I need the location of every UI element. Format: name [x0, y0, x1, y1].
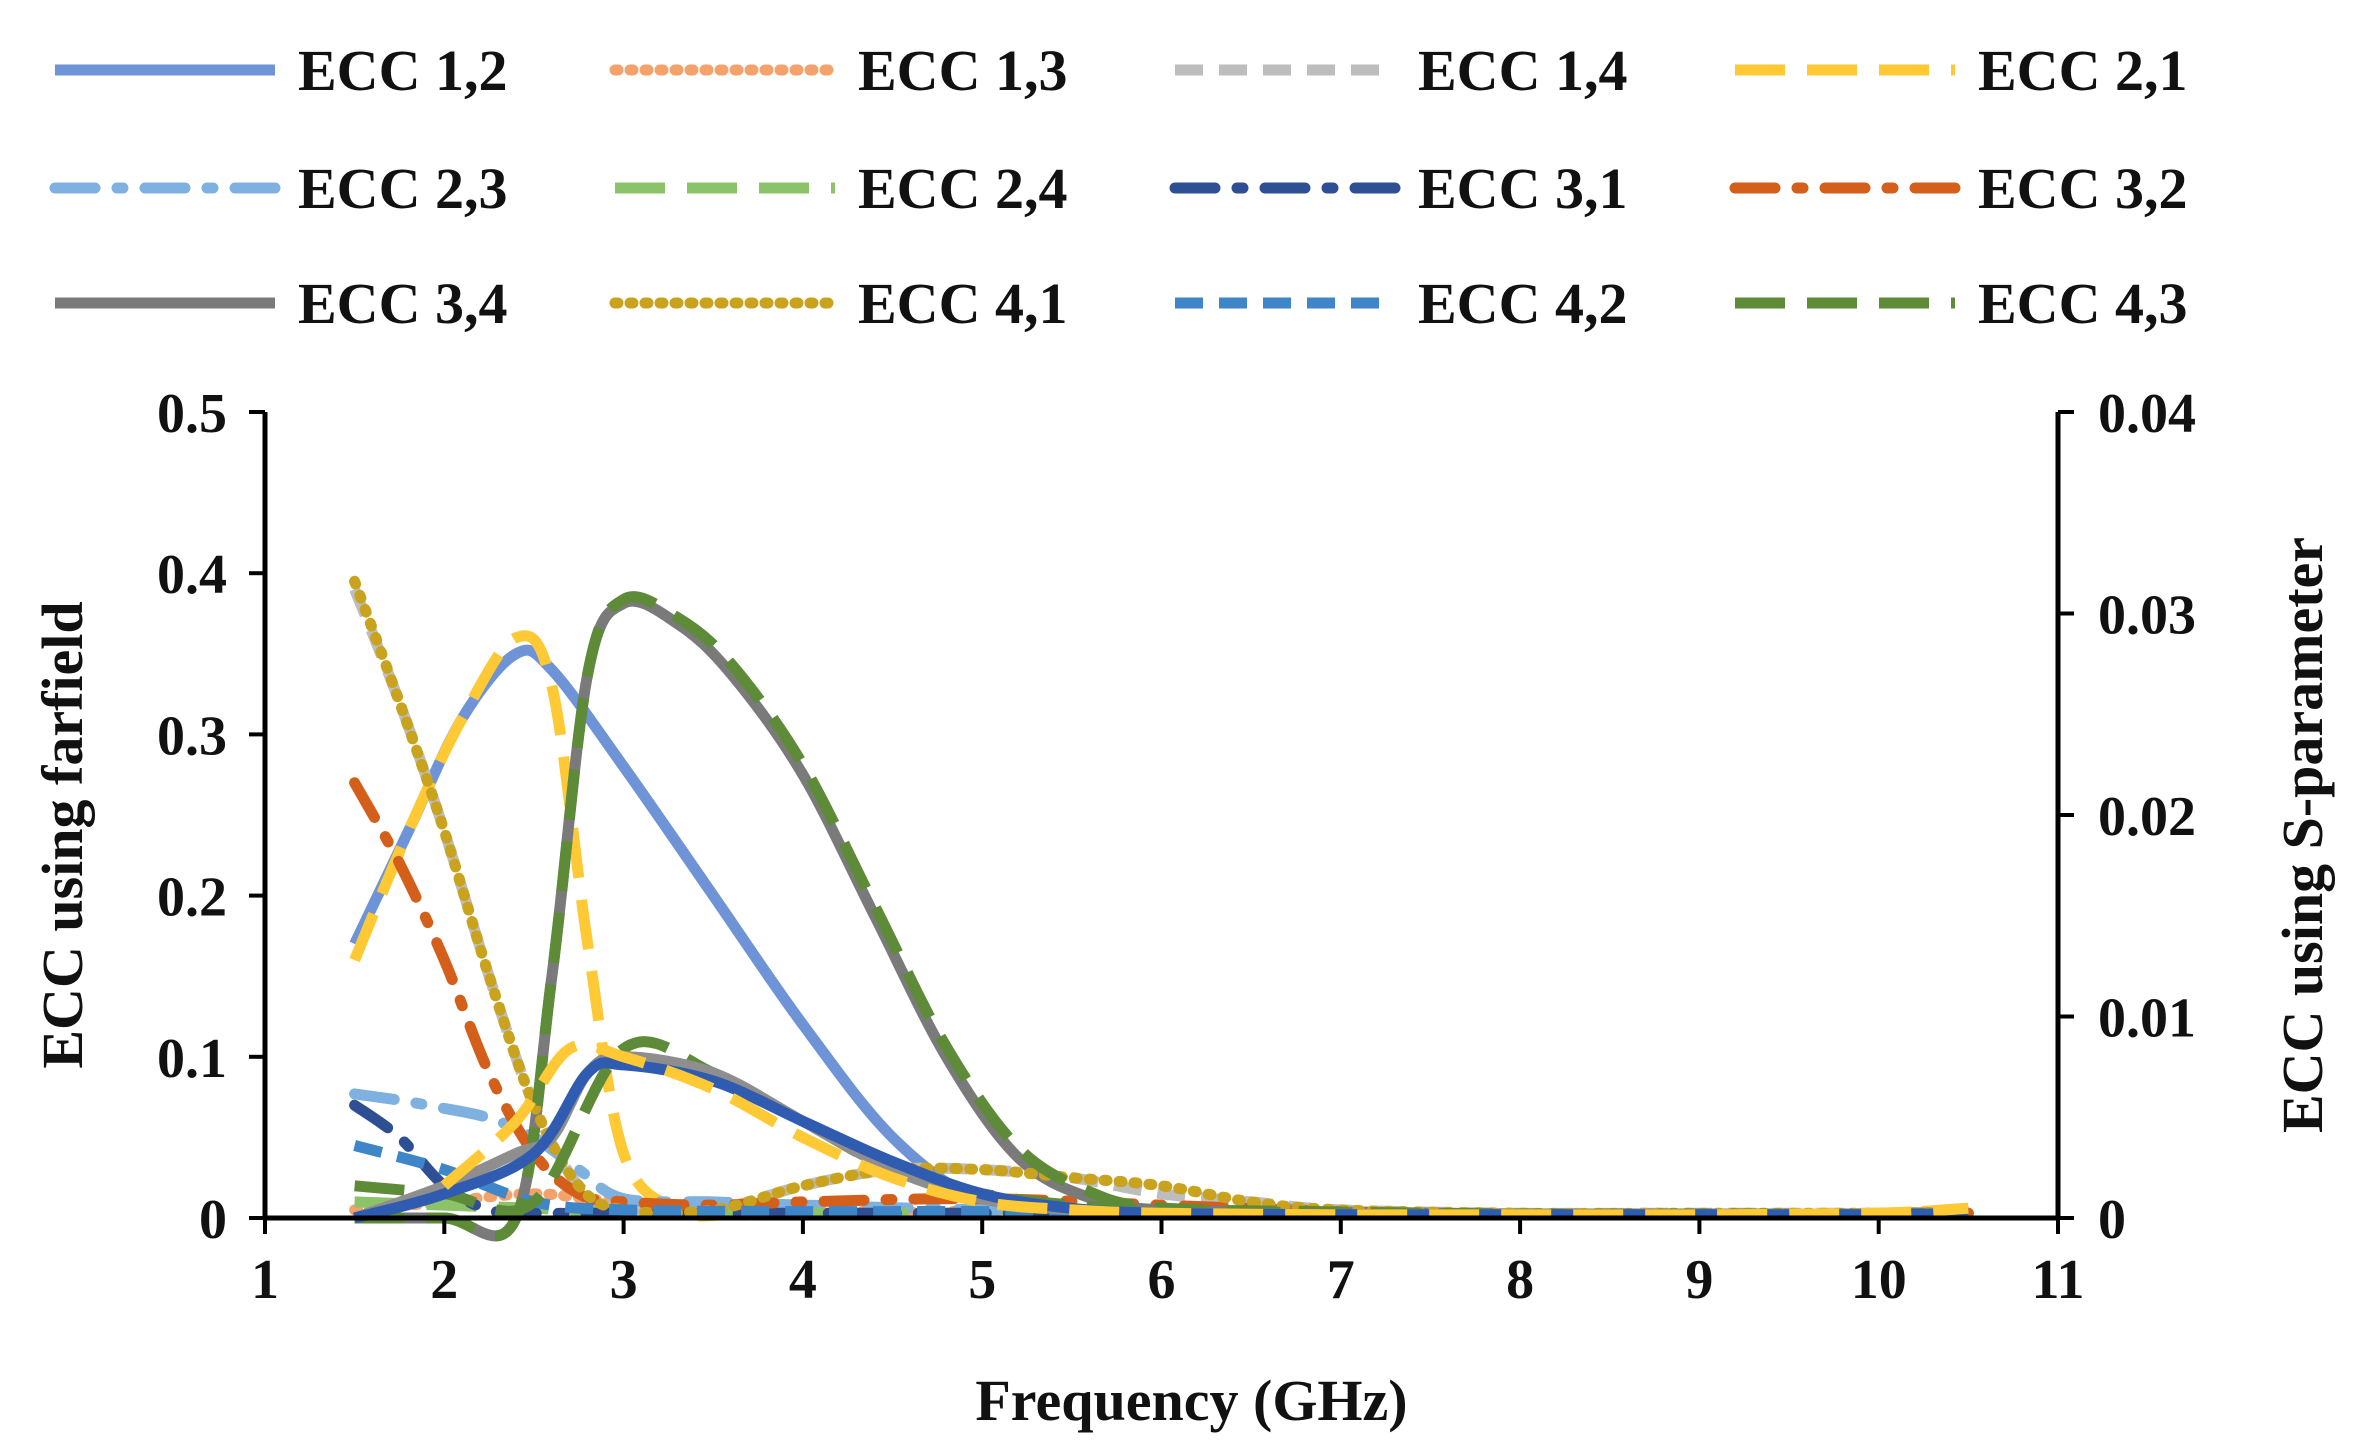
- y-tick-label: 0.2: [157, 867, 227, 929]
- x-tick-label: 2: [430, 1249, 458, 1311]
- legend-item-ecc-3-2: ECC 3,2: [1729, 156, 2187, 221]
- x-tick-label: 7: [1327, 1249, 1355, 1311]
- series-line-ecc-2-1-secondary: [440, 1039, 1969, 1221]
- y2-axis-title: ECC using S-parameter: [2270, 537, 2335, 1133]
- legend-label: ECC 4,1: [858, 271, 1067, 336]
- x-tick-label: 11: [2032, 1249, 2085, 1311]
- series-line-ecc-4-1: [349, 575, 1974, 1219]
- legend-item-ecc-4-3: ECC 4,3: [1735, 271, 2187, 336]
- y2-tick-label: 0: [2098, 1189, 2126, 1251]
- x-axis-title: Frequency (GHz): [975, 1368, 1407, 1433]
- x-tick-label: 5: [968, 1249, 996, 1311]
- y-tick-label: 0.1: [157, 1028, 227, 1090]
- legend-label: ECC 1,2: [298, 38, 507, 103]
- legend-item-ecc-1-3: ECC 1,3: [609, 38, 1067, 103]
- y-tick-label: 0.5: [157, 383, 227, 445]
- legend-label: ECC 4,3: [1978, 271, 2187, 336]
- legend-label: ECC 3,1: [1418, 156, 1627, 221]
- y-tick-label: 0.4: [157, 544, 227, 606]
- legend-item-ecc-4-2: ECC 4,2: [1175, 271, 1627, 336]
- y-axis-title: ECC using farfield: [30, 601, 95, 1068]
- legend-label: ECC 1,3: [858, 38, 1067, 103]
- legend-label: ECC 2,3: [298, 156, 507, 221]
- x-tick-label: 9: [1685, 1249, 1713, 1311]
- x-tick-label: 6: [1148, 1249, 1176, 1311]
- plot-series: [349, 575, 1974, 1242]
- legend-item-ecc-4-1: ECC 4,1: [609, 271, 1067, 336]
- legend-label: ECC 1,4: [1418, 38, 1627, 103]
- series-line-ecc-1-4: [349, 587, 1969, 1219]
- series-line-ecc-3-4: [354, 595, 1969, 1242]
- y2-tick-label: 0.04: [2098, 383, 2196, 445]
- y2-tick-label: 0.02: [2098, 786, 2196, 848]
- x-tick-label: 10: [1851, 1249, 1907, 1311]
- legend: ECC 1,2 ECC 1,3 ECC 1,4 ECC 2,1 ECC 2,3 ECC 2…: [49, 38, 2187, 336]
- legend-item-ecc-2-3: ECC 2,3: [49, 156, 507, 221]
- y2-tick-label: 0.01: [2098, 988, 2196, 1050]
- legend-label: ECC 3,2: [1978, 156, 2187, 221]
- legend-label: ECC 3,4: [298, 271, 507, 336]
- series-line-ecc-4-3-farfield: [354, 1036, 1969, 1221]
- y-tick-label: 0: [199, 1189, 227, 1251]
- legend-item-ecc-1-2: ECC 1,2: [55, 38, 507, 103]
- series-line-ecc-1-2: [349, 644, 1969, 1221]
- y2-tick-label: 0.03: [2098, 585, 2196, 647]
- x-tick-label: 8: [1506, 1249, 1534, 1311]
- x-tick-label: 4: [789, 1249, 817, 1311]
- x-tick-label: 1: [251, 1249, 279, 1311]
- legend-item-ecc-3-1: ECC 3,1: [1169, 156, 1627, 221]
- x-tick-label: 3: [610, 1249, 638, 1311]
- series-line-ecc-4-3: [354, 591, 1969, 1242]
- legend-label: ECC 2,1: [1978, 38, 2187, 103]
- legend-label: ECC 2,4: [858, 156, 1067, 221]
- legend-label: ECC 4,2: [1418, 271, 1627, 336]
- series-line-ecc-4-2: [353, 1140, 1969, 1221]
- legend-item-ecc-2-4: ECC 2,4: [615, 156, 1067, 221]
- legend-item-ecc-3-4: ECC 3,4: [55, 271, 507, 336]
- legend-item-ecc-2-1: ECC 2,1: [1735, 38, 2187, 103]
- legend-item-ecc-1-4: ECC 1,4: [1175, 38, 1627, 103]
- axes: 1 2 3 4 5 6 7 8 9 10 1100.10.20.30.40.500.010.020.…: [30, 383, 2335, 1433]
- y-tick-label: 0.3: [157, 705, 227, 767]
